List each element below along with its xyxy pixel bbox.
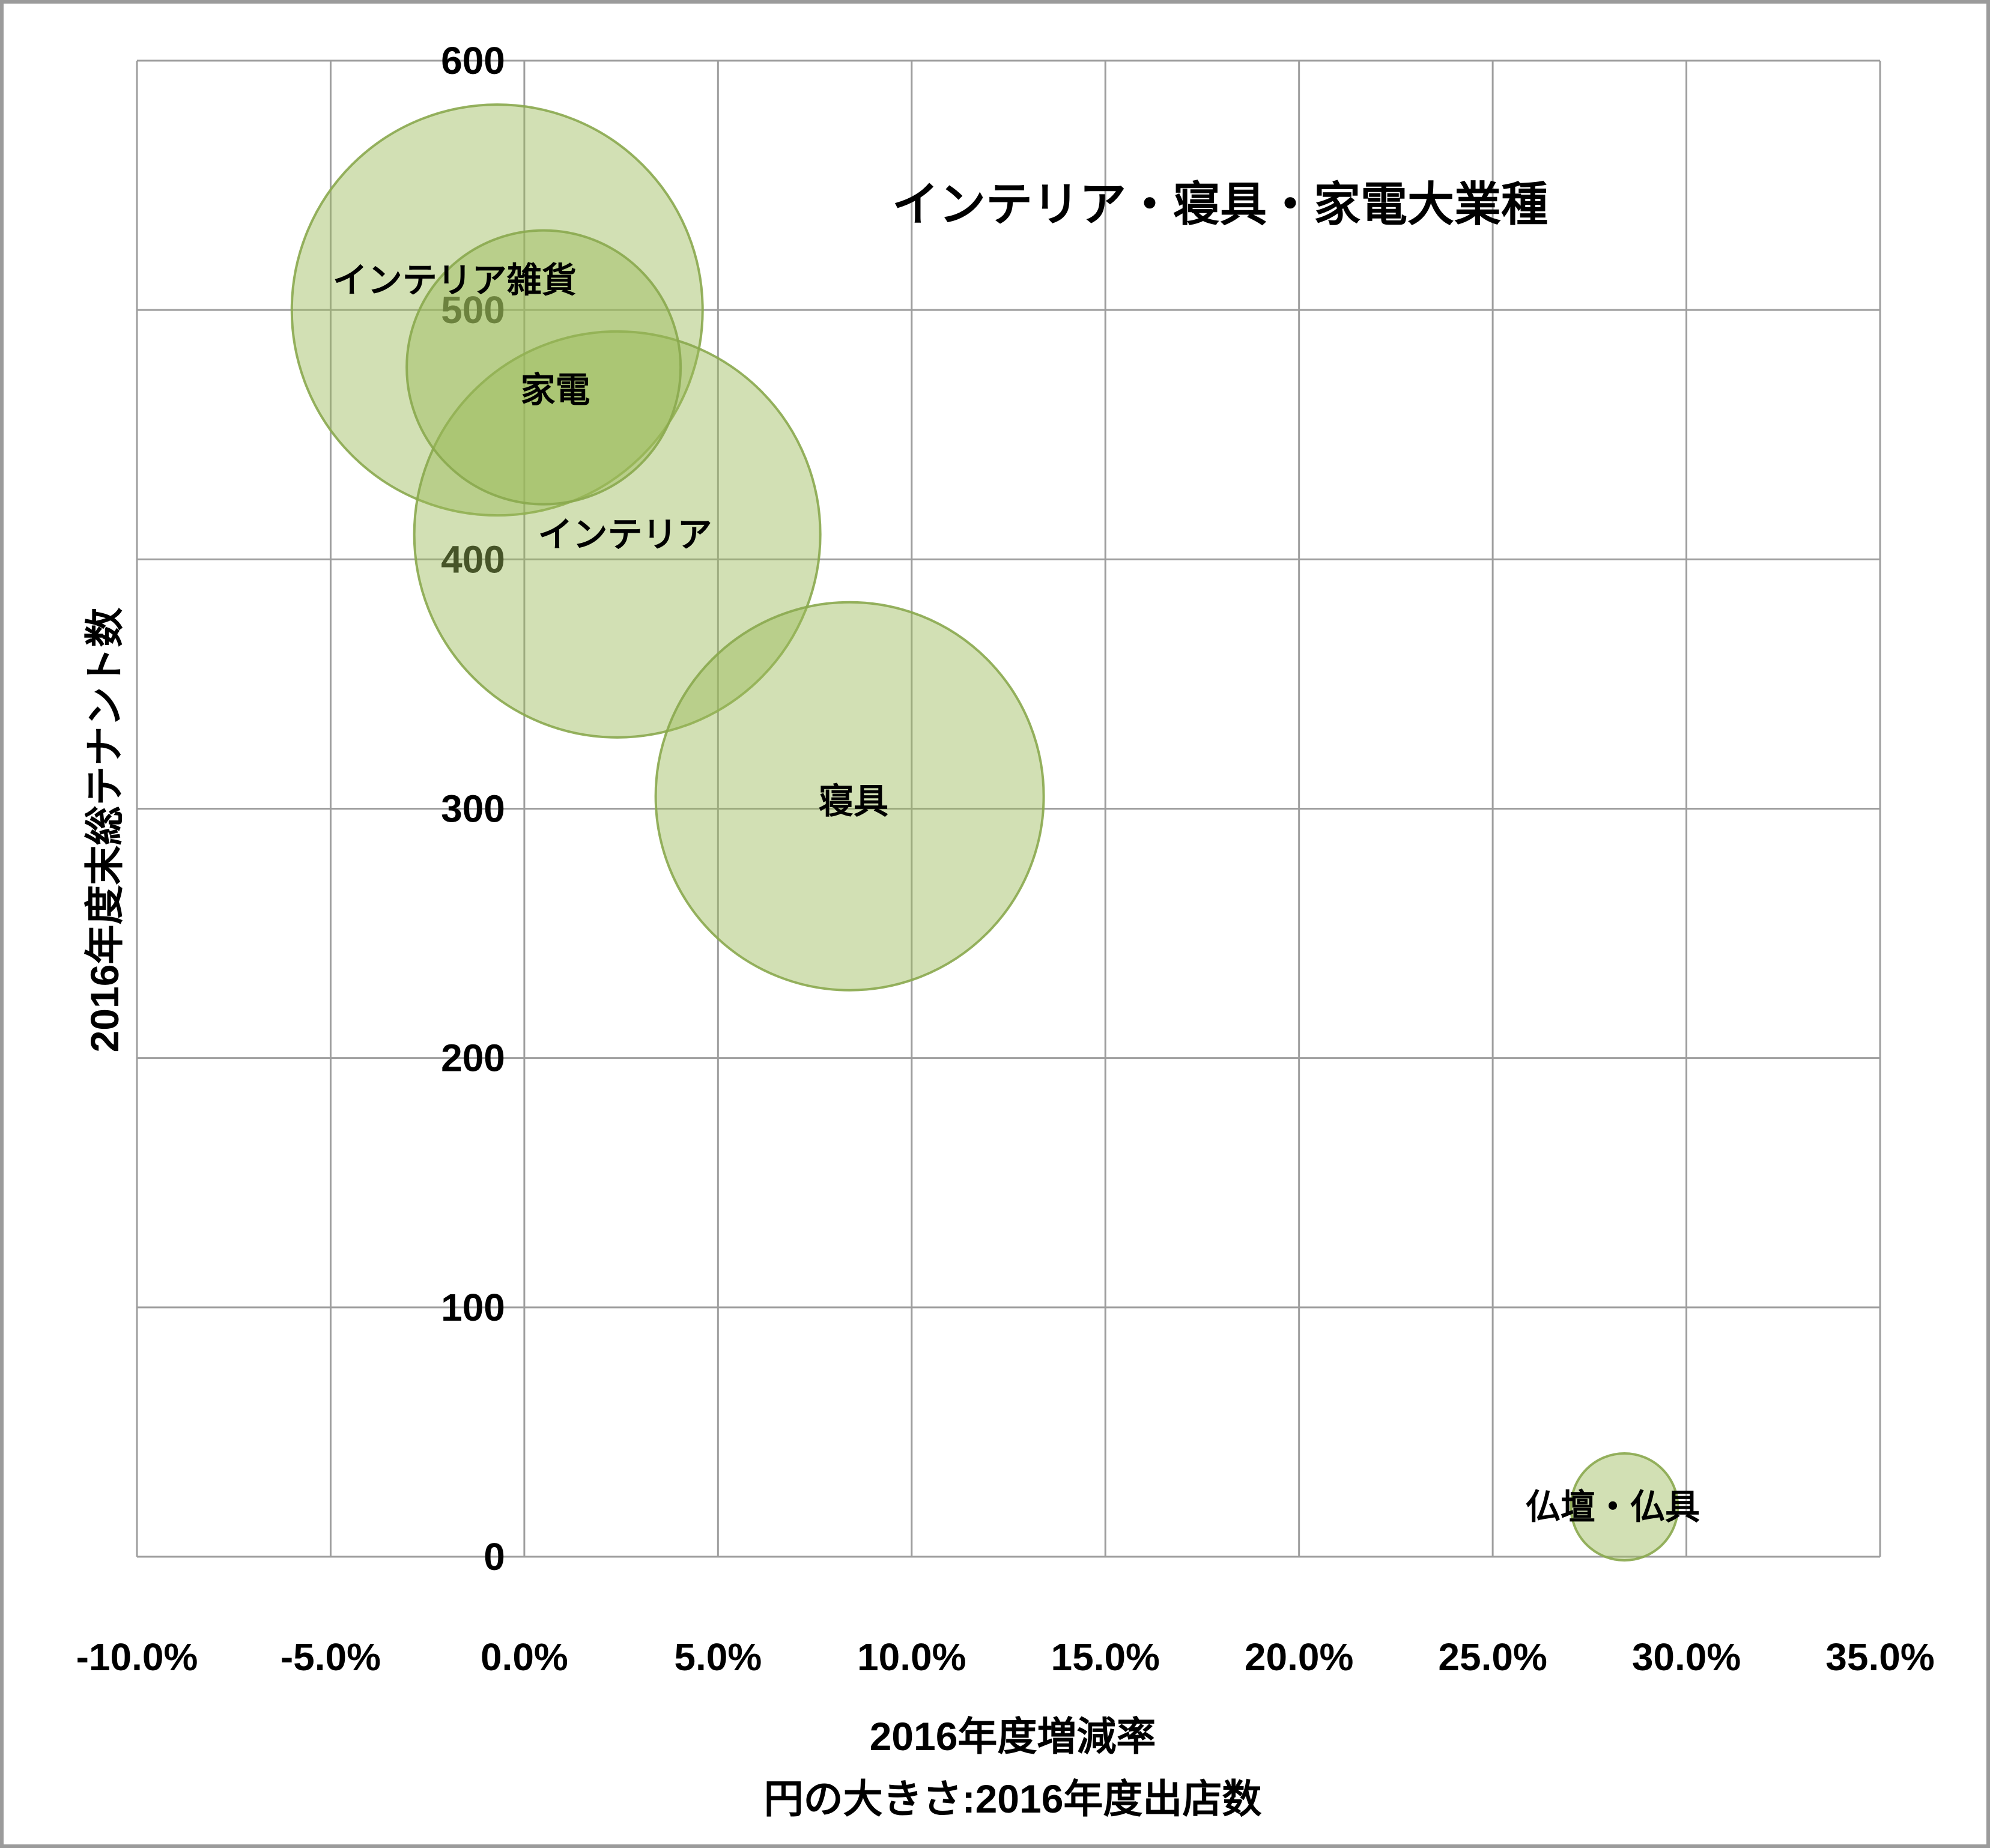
bubble-label-寝具: 寝具 xyxy=(819,782,888,821)
x-tick-label: -10.0% xyxy=(76,1635,198,1679)
bubble-家電 xyxy=(405,229,682,506)
bubble-label-インテリア: インテリア xyxy=(538,515,712,554)
x-tick-label: 35.0% xyxy=(1825,1635,1934,1679)
chart-plot-area: -10.0% -5.0% 0.0% 5.0% 10.0% 15.0% 20.0% 25.0% 3… xyxy=(76,39,1935,1679)
x-tick-label: 0.0% xyxy=(481,1635,568,1679)
y-tick-label: 100 xyxy=(441,1286,505,1329)
bubble-仏壇・仏具 xyxy=(1570,1452,1679,1562)
bubble-label-家電: 家電 xyxy=(520,371,590,410)
y-tick-label: 400 xyxy=(441,538,505,581)
bubble-寝具 xyxy=(654,601,1045,992)
x-tick-label: 25.0% xyxy=(1438,1635,1547,1679)
x-tick-label: 20.0% xyxy=(1245,1635,1353,1679)
y-axis-title: 2016年度末総テナント数 xyxy=(82,607,127,1053)
y-tick-label: 500 xyxy=(441,288,505,332)
bubble-インテリア xyxy=(413,330,822,739)
bubble-インテリア雑貨 xyxy=(290,103,704,517)
bubble-label-仏壇・仏具: 仏壇・仏具 xyxy=(1526,1488,1700,1527)
x-tick-label: -5.0% xyxy=(281,1635,381,1679)
bubble-label-インテリア雑貨: インテリア雑貨 xyxy=(333,261,577,300)
y-tick-label: 600 xyxy=(441,39,505,82)
x-tick-label: 15.0% xyxy=(1051,1635,1159,1679)
y-tick-label: 0 xyxy=(484,1535,505,1578)
x-tick-label: 10.0% xyxy=(857,1635,966,1679)
x-axis-title-block: 2016年度増減率 円の大きさ:2016年度出店数 xyxy=(592,1705,1433,1830)
y-tick-label: 200 xyxy=(441,1037,505,1080)
x-tick-label: 30.0% xyxy=(1632,1635,1741,1679)
x-axis-title: 2016年度増減率 xyxy=(869,1714,1156,1759)
x-tick-label: 5.0% xyxy=(674,1635,762,1679)
bubble-size-caption: 円の大きさ:2016年度出店数 xyxy=(763,1777,1262,1821)
y-tick-label: 300 xyxy=(441,787,505,831)
chart-title: インテリア・寝具・家電大業種 xyxy=(891,178,1548,231)
